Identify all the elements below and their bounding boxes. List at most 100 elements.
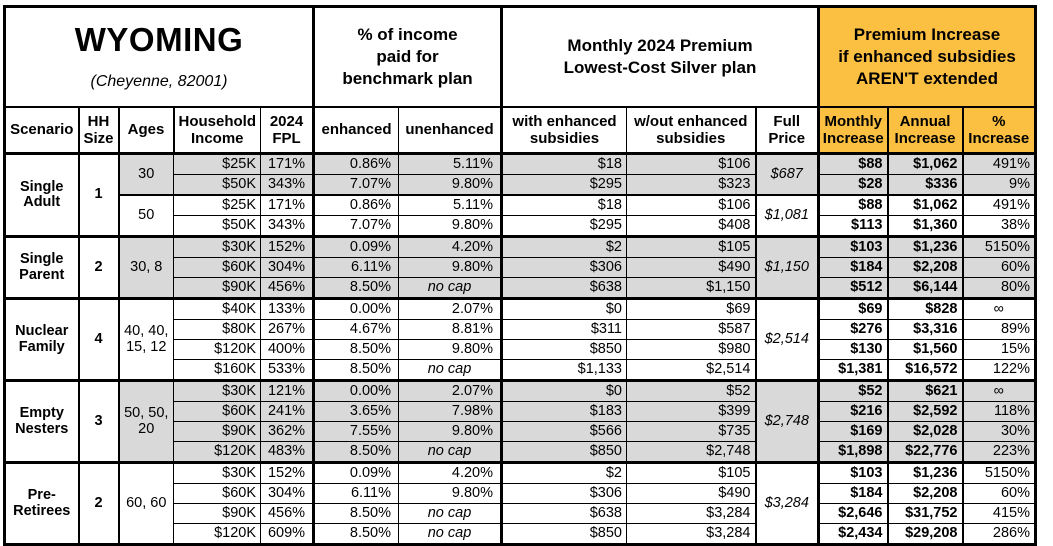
monthly-increase-cell: $169 <box>817 421 888 443</box>
with-subsidies-cell: $638 <box>500 503 627 525</box>
annual-increase-cell: $336 <box>886 174 963 196</box>
monthly-increase-cell: $2,646 <box>817 503 888 525</box>
col-header-annual-increase: Annual Increase <box>886 106 963 155</box>
monthly-increase-cell: $1,898 <box>817 441 888 464</box>
enhanced-pct-cell: 8.50% <box>312 277 399 300</box>
with-subsidies-cell: $1,133 <box>500 359 627 382</box>
unenhanced-pct-cell: 5.11% <box>398 194 502 217</box>
fpl-cell: 171% <box>260 152 314 176</box>
col-header-scenario: Scenario <box>4 106 79 155</box>
fpl-cell: 267% <box>260 319 314 341</box>
monthly-increase-cell: $2,434 <box>817 523 888 546</box>
monthly-increase-cell: $130 <box>817 339 888 361</box>
annual-increase-cell: $621 <box>886 379 963 403</box>
scenario-cell: Single Parent <box>4 235 79 300</box>
fpl-cell: 304% <box>260 483 314 505</box>
pct-increase-cell: 30% <box>961 421 1036 443</box>
table-row: $120K 483% 8.50% no cap $850 $2,748 $1,8… <box>5 441 1036 464</box>
monthly-increase-cell: $28 <box>817 174 888 196</box>
table-row: $90K 362% 7.55% 9.80% $566 $735 $169 $2,… <box>5 421 1036 443</box>
income-cell: $90K <box>173 277 261 300</box>
with-subsidies-cell: $0 <box>500 379 627 403</box>
annual-increase-cell: $2,208 <box>886 483 963 505</box>
without-subsidies-cell: $105 <box>626 235 756 259</box>
monthly-increase-cell: $216 <box>817 401 888 423</box>
annual-increase-cell: $3,316 <box>886 319 963 341</box>
annual-increase-cell: $1,560 <box>886 339 963 361</box>
with-subsidies-cell: $850 <box>500 441 627 464</box>
ages-cell: 40, 40, 15, 12 <box>117 297 174 382</box>
scenario-cell: Pre- Retirees <box>4 461 79 546</box>
income-cell: $90K <box>173 503 261 525</box>
ages-cell: 50, 50, 20 <box>117 379 174 464</box>
hh-size-cell: 2 <box>77 461 119 546</box>
income-cell: $25K <box>173 152 261 176</box>
with-subsidies-cell: $638 <box>500 277 627 300</box>
unenhanced-pct-cell: no cap <box>398 503 502 525</box>
full-price-cell: $2,748 <box>754 379 819 464</box>
without-subsidies-cell: $1,150 <box>626 277 756 300</box>
enhanced-pct-cell: 8.50% <box>312 503 399 525</box>
annual-increase-cell: $2,028 <box>886 421 963 443</box>
without-subsidies-cell: $323 <box>626 174 756 196</box>
without-subsidies-cell: $2,514 <box>626 359 756 382</box>
enhanced-pct-cell: 8.50% <box>312 441 399 464</box>
ages-cell: 30, 8 <box>117 235 174 300</box>
with-subsidies-cell: $2 <box>500 461 627 485</box>
income-cell: $90K <box>173 421 261 443</box>
hh-size-cell: 1 <box>77 152 119 238</box>
full-price-cell: $3,284 <box>754 461 819 546</box>
enhanced-pct-cell: 0.86% <box>312 152 399 176</box>
table-row: $50K 343% 7.07% 9.80% $295 $408 $113 $1,… <box>5 215 1036 238</box>
annual-increase-cell: $22,776 <box>886 441 963 464</box>
fpl-cell: 304% <box>260 257 314 279</box>
unenhanced-pct-cell: 2.07% <box>398 297 502 321</box>
fpl-cell: 152% <box>260 235 314 259</box>
with-subsidies-cell: $295 <box>500 215 627 238</box>
with-subsidies-cell: $566 <box>500 421 627 443</box>
enhanced-pct-cell: 0.09% <box>312 461 399 485</box>
without-subsidies-cell: $3,284 <box>626 523 756 546</box>
monthly-increase-cell: $103 <box>817 235 888 259</box>
enhanced-pct-cell: 4.67% <box>312 319 399 341</box>
annual-increase-cell: $1,236 <box>886 461 963 485</box>
unenhanced-pct-cell: 7.98% <box>398 401 502 423</box>
enhanced-pct-cell: 8.50% <box>312 523 399 546</box>
table-row: $60K 304% 6.11% 9.80% $306 $490 $184 $2,… <box>5 483 1036 505</box>
monthly-increase-cell: $184 <box>817 483 888 505</box>
with-subsidies-cell: $183 <box>500 401 627 423</box>
with-subsidies-cell: $306 <box>500 257 627 279</box>
benchmark-section-title: % of income paid for benchmark plan <box>312 6 502 108</box>
without-subsidies-cell: $106 <box>626 152 756 176</box>
pct-increase-cell: 415% <box>961 503 1036 525</box>
enhanced-pct-cell: 6.11% <box>312 257 399 279</box>
annual-increase-cell: $29,208 <box>886 523 963 546</box>
fpl-cell: 152% <box>260 461 314 485</box>
unenhanced-pct-cell: 9.80% <box>398 174 502 196</box>
fpl-cell: 133% <box>260 297 314 321</box>
monthly-increase-cell: $88 <box>817 152 888 176</box>
with-subsidies-cell: $18 <box>500 194 627 217</box>
income-cell: $40K <box>173 297 261 321</box>
annual-increase-cell: $6,144 <box>886 277 963 300</box>
col-header-income: Household Income <box>172 106 261 155</box>
hh-size-cell: 2 <box>77 235 119 300</box>
col-header-pct-increase: % Increase <box>961 106 1036 155</box>
enhanced-pct-cell: 7.55% <box>312 421 399 443</box>
full-price-cell: $1,081 <box>754 194 819 238</box>
annual-increase-cell: $31,752 <box>886 503 963 525</box>
enhanced-pct-cell: 0.86% <box>312 194 399 217</box>
with-subsidies-cell: $311 <box>500 319 627 341</box>
without-subsidies-cell: $105 <box>626 461 756 485</box>
premium-section-title: Monthly 2024 Premium Lowest-Cost Silver … <box>500 6 819 108</box>
hh-size-cell: 4 <box>77 297 119 382</box>
unenhanced-pct-cell: 9.80% <box>398 339 502 361</box>
scenario-cell: Empty Nesters <box>4 379 79 464</box>
income-cell: $50K <box>173 174 261 196</box>
hh-size-cell: 3 <box>77 379 119 464</box>
pct-increase-cell: 9% <box>961 174 1036 196</box>
annual-increase-cell: $828 <box>886 297 963 321</box>
pct-increase-cell: 118% <box>961 401 1036 423</box>
without-subsidies-cell: $52 <box>626 379 756 403</box>
pct-increase-cell: 89% <box>961 319 1036 341</box>
